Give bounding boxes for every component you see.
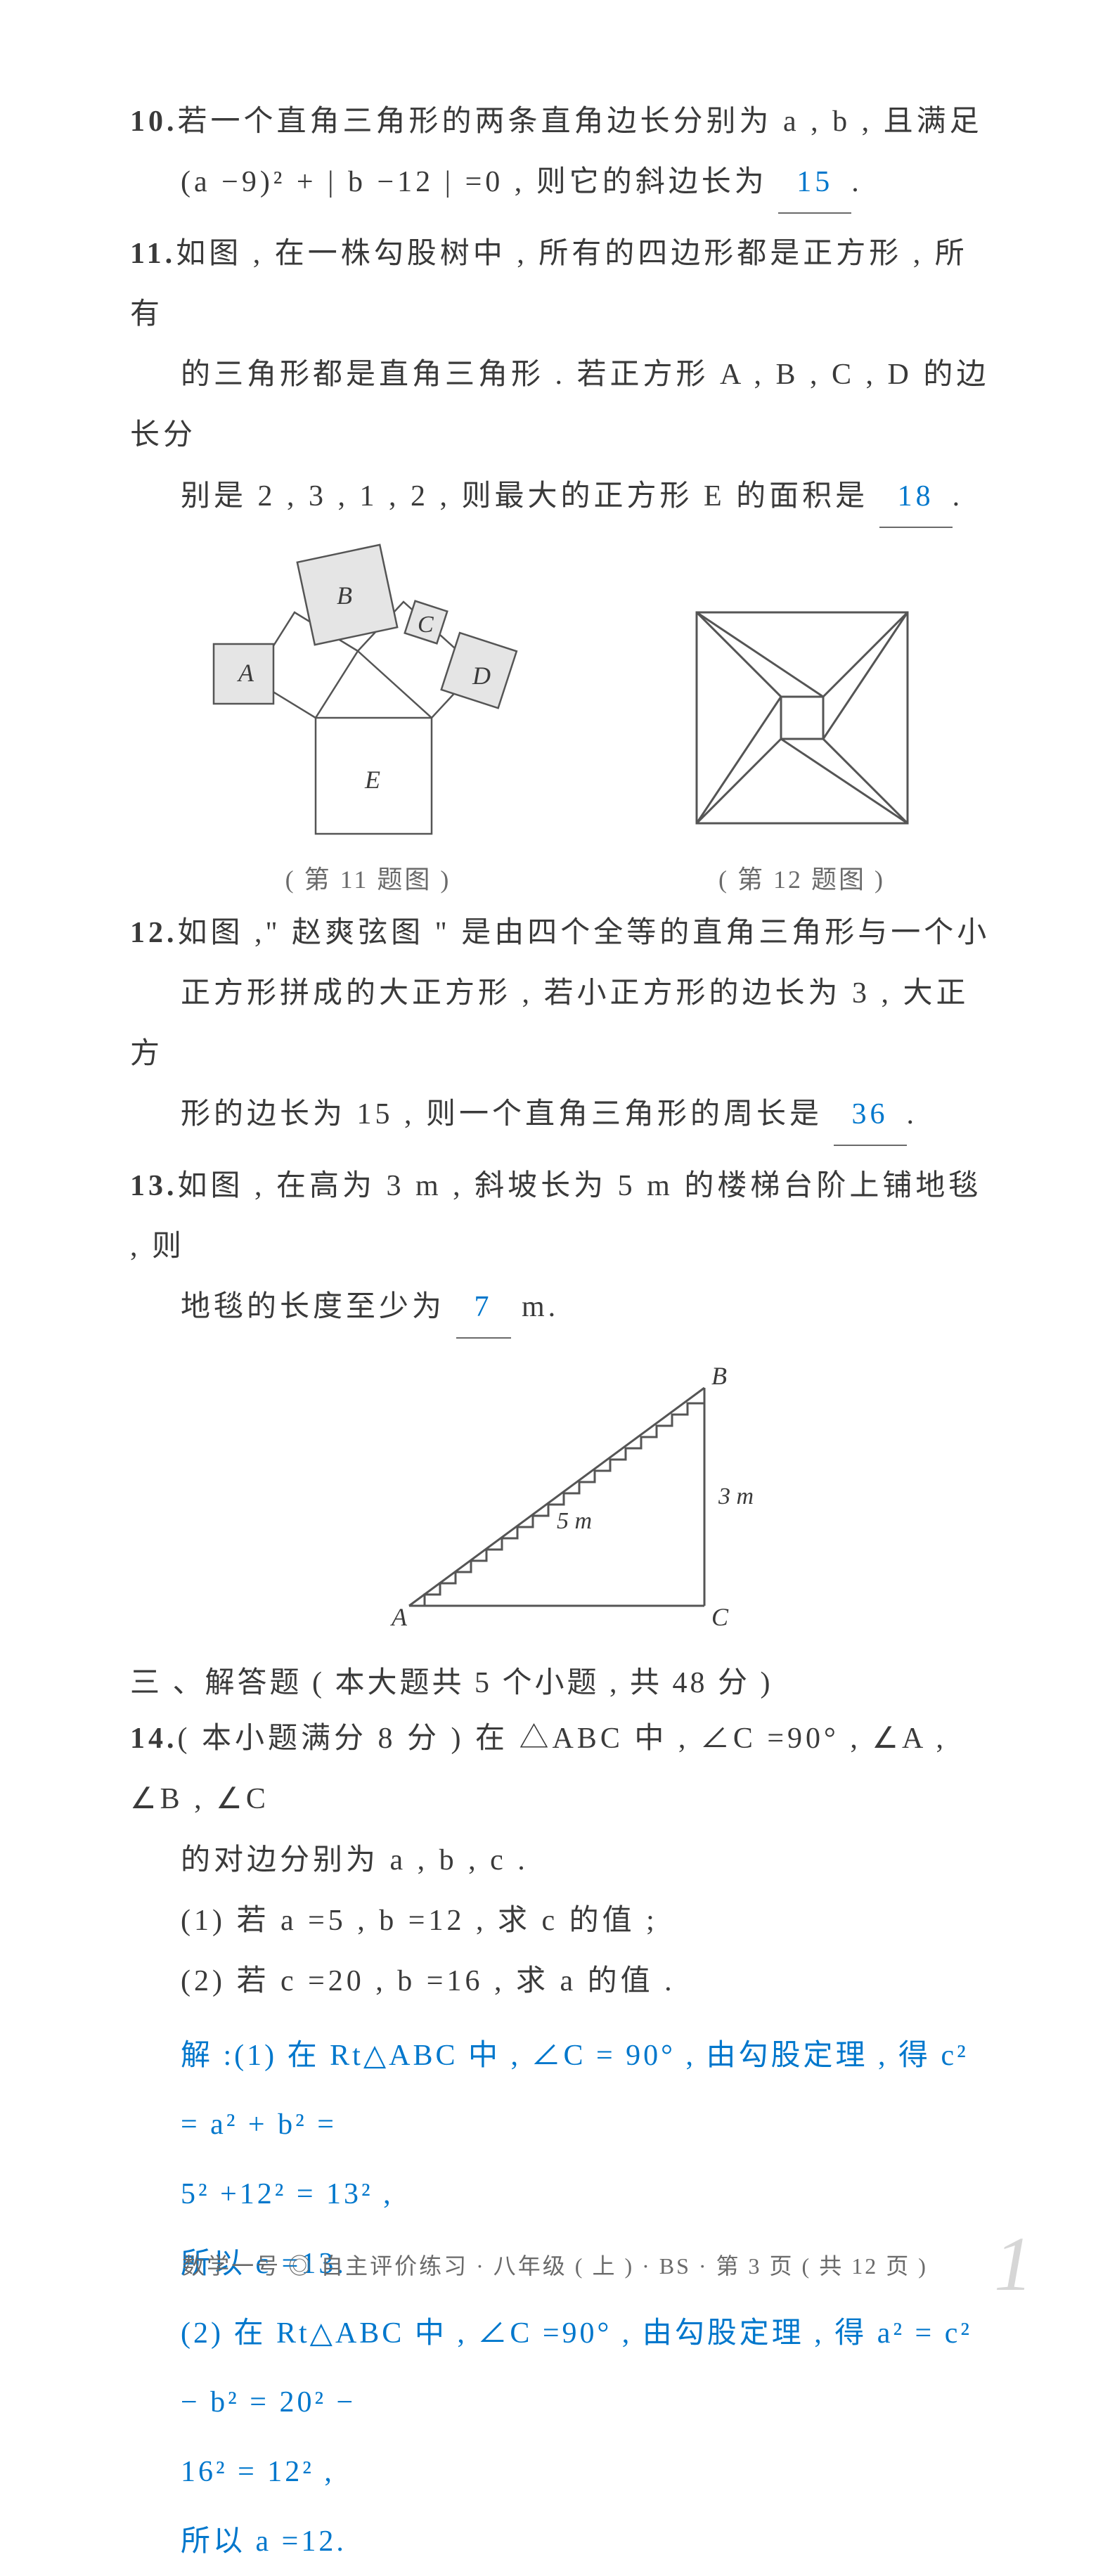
question-13: 13.如图 , 在高为 3 m , 斜坡长为 5 m 的楼梯台阶上铺地毯 , 则… <box>130 1156 998 1339</box>
q10-num: 10. <box>130 91 178 152</box>
question-14: 14.( 本小题满分 8 分 ) 在 △ABC 中 , ∠C =90° , ∠A… <box>130 1708 998 2011</box>
q13-text-a: 如图 , 在高为 3 m , 斜坡长为 5 m 的楼梯台阶上铺地毯 , 则 <box>130 1170 981 1263</box>
q13-num: 13. <box>130 1156 178 1216</box>
fig11-label-d: D <box>472 662 491 690</box>
q14-sol2-b: 16² = 12² , <box>181 2456 335 2488</box>
fig13-label-a: A <box>390 1603 408 1631</box>
q14-text-b: 的对边分别为 a , b , c . <box>181 1844 529 1876</box>
q14-num: 14. <box>130 1708 178 1769</box>
q10-text-b: (a −9)² + | b −12 | =0 , 则它的斜边长为 <box>181 166 768 198</box>
figure-11-svg: A B C D E <box>200 542 537 844</box>
figure-12-caption: ( 第 12 题图 ) <box>676 859 929 896</box>
fig11-label-a: A <box>237 659 254 687</box>
q11-period: . <box>953 480 964 513</box>
page-number-corner: 1 <box>994 2220 1033 2309</box>
q11-num: 11. <box>130 224 176 284</box>
q12-text-c: 形的边长为 15 , 则一个直角三角形的周长是 <box>181 1098 822 1131</box>
page-footer: 数学一号 ◎ 自主评价练习 · 八年级 ( 上 ) · BS · 第 3 页 (… <box>0 2248 1110 2281</box>
q13-answer: 7 <box>456 1277 511 1339</box>
q14-sol1-a: (1) 在 Rt△ABC 中 , ∠C = 90° , 由勾股定理 , 得 c²… <box>181 2040 969 2142</box>
q10-period: . <box>851 166 863 198</box>
figure-12-svg <box>676 591 929 844</box>
figure-12: ( 第 12 题图 ) <box>676 591 929 896</box>
figure-11-caption: ( 第 11 题图 ) <box>200 859 537 896</box>
section-3-header: 三 、解答题 ( 本大题共 5 个小题 , 共 48 分 ) <box>130 1659 998 1701</box>
figure-13-svg: A B C 5 m 3 m <box>346 1353 782 1634</box>
fig13-label-hyp: 5 m <box>557 1508 592 1534</box>
q14-sol2-c: 所以 a =12. <box>181 2525 347 2558</box>
q14-text-a: ( 本小题满分 8 分 ) 在 △ABC 中 , ∠C =90° , ∠A , … <box>130 1722 947 1815</box>
q14-solution: 解 :(1) 在 Rt△ABC 中 , ∠C = 90° , 由勾股定理 , 得… <box>181 2021 998 2576</box>
fig11-label-e: E <box>364 766 380 794</box>
question-10: 10.若一个直角三角形的两条直角边长分别为 a , b , 且满足 (a −9)… <box>130 91 998 214</box>
fig13-label-c: C <box>711 1603 729 1631</box>
q11-answer: 18 <box>879 466 953 528</box>
question-11: 11.如图 , 在一株勾股树中 , 所有的四边形都是正方形 , 所有 的三角形都… <box>130 224 998 527</box>
q11-text-c: 别是 2 , 3 , 1 , 2 , 则最大的正方形 E 的面积是 <box>181 480 868 513</box>
q11-text-b: 的三角形都是直角三角形 . 若正方形 A , B , C , D 的边长分 <box>130 359 989 451</box>
q14-sol2-a: (2) 在 Rt△ABC 中 , ∠C =90° , 由勾股定理 , 得 a² … <box>181 2317 972 2419</box>
figure-11: A B C D E ( 第 11 题图 ) <box>200 542 537 896</box>
q12-text-a: 如图 ," 赵爽弦图 " 是由四个全等的直角三角形与一个小 <box>178 917 990 949</box>
q12-answer: 36 <box>834 1084 907 1146</box>
q14-part1: (1) 若 a =5 , b =12 , 求 c 的值 ; <box>181 1905 658 1937</box>
fig13-label-b: B <box>711 1362 727 1390</box>
q11-text-a: 如图 , 在一株勾股树中 , 所有的四边形都是正方形 , 所有 <box>130 238 968 330</box>
q12-num: 12. <box>130 903 178 963</box>
figures-row-11-12: A B C D E ( 第 11 题图 ) ( 第 12 题图 ) <box>130 542 998 896</box>
question-12: 12.如图 ," 赵爽弦图 " 是由四个全等的直角三角形与一个小 正方形拼成的大… <box>130 903 998 1146</box>
q14-part2: (2) 若 c =20 , b =16 , 求 a 的值 . <box>181 1965 676 1997</box>
q10-text-a: 若一个直角三角形的两条直角边长分别为 a , b , 且满足 <box>178 105 983 138</box>
figure-13: A B C 5 m 3 m <box>130 1353 998 1637</box>
q13-text-b: 地毯的长度至少为 <box>181 1291 445 1323</box>
q10-answer: 15 <box>778 152 851 214</box>
q12-period: . <box>907 1098 918 1131</box>
fig13-label-height: 3 m <box>718 1483 754 1509</box>
q13-unit: m. <box>511 1291 560 1323</box>
q14-sol1-b: 5² +12² = 13² , <box>181 2178 394 2210</box>
q12-text-b: 正方形拼成的大正方形 , 若小正方形的边长为 3 , 大正方 <box>130 977 969 1070</box>
fig11-label-c: C <box>418 612 434 638</box>
q14-sol-label: 解 : <box>181 2040 234 2072</box>
fig11-label-b: B <box>337 581 352 610</box>
